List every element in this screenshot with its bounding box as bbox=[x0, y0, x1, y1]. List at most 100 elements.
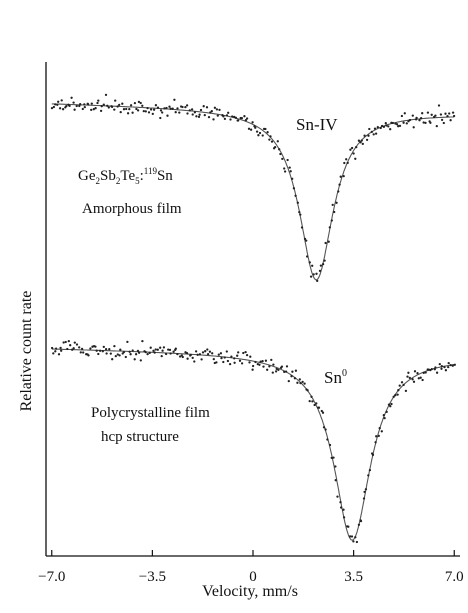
data-point bbox=[109, 352, 112, 355]
sn0-base: Sn bbox=[324, 368, 342, 387]
data-point bbox=[116, 353, 119, 356]
data-point bbox=[400, 114, 404, 118]
data-point bbox=[395, 123, 399, 126]
data-point bbox=[119, 348, 122, 351]
data-point bbox=[387, 403, 391, 406]
data-point bbox=[298, 378, 301, 381]
data-point bbox=[288, 166, 291, 169]
data-point bbox=[271, 371, 274, 374]
data-point bbox=[144, 350, 147, 354]
data-point bbox=[444, 112, 447, 115]
data-point bbox=[403, 112, 406, 115]
x-tick-label: 3.5 bbox=[344, 569, 363, 585]
data-point bbox=[122, 108, 126, 111]
data-point bbox=[336, 495, 339, 498]
data-point bbox=[101, 350, 104, 353]
data-point bbox=[422, 121, 425, 124]
data-point bbox=[105, 352, 108, 355]
data-point bbox=[234, 116, 238, 119]
data-point bbox=[168, 105, 171, 108]
data-point bbox=[121, 102, 124, 105]
data-point bbox=[319, 264, 323, 267]
data-point bbox=[444, 369, 448, 372]
data-point bbox=[413, 370, 417, 373]
data-point bbox=[161, 111, 164, 114]
data-point bbox=[225, 350, 228, 353]
data-point bbox=[166, 114, 169, 117]
data-point bbox=[160, 354, 163, 358]
data-point bbox=[119, 110, 122, 114]
data-point bbox=[311, 264, 314, 267]
data-point bbox=[357, 523, 361, 526]
data-point bbox=[407, 371, 410, 374]
data-point bbox=[94, 345, 97, 348]
data-point bbox=[342, 174, 345, 178]
data-point bbox=[429, 121, 432, 124]
data-point bbox=[412, 126, 415, 129]
data-point bbox=[296, 381, 299, 384]
data-point bbox=[211, 352, 214, 355]
data-point bbox=[70, 96, 73, 99]
x-tick-label: 7.0 bbox=[445, 569, 464, 585]
data-point bbox=[129, 353, 132, 356]
data-point bbox=[154, 348, 157, 351]
data-point bbox=[114, 99, 117, 102]
data-point bbox=[230, 355, 233, 358]
data-point bbox=[50, 106, 54, 110]
data-point bbox=[347, 525, 350, 528]
data-point bbox=[72, 347, 75, 350]
data-point bbox=[87, 354, 90, 357]
data-point bbox=[242, 351, 245, 355]
data-point bbox=[249, 128, 253, 131]
x-tick-label: −3.5 bbox=[139, 569, 166, 585]
data-point bbox=[287, 379, 290, 383]
data-point bbox=[365, 138, 369, 142]
data-point bbox=[439, 113, 443, 116]
data-point bbox=[57, 353, 61, 356]
data-point bbox=[217, 353, 220, 356]
data-point bbox=[199, 108, 203, 112]
data-point bbox=[422, 371, 425, 375]
data-point bbox=[164, 352, 168, 356]
data-point bbox=[385, 410, 388, 414]
data-point bbox=[389, 405, 392, 408]
data-point bbox=[320, 409, 323, 413]
data-point bbox=[359, 519, 363, 523]
data-point bbox=[402, 383, 405, 387]
data-point bbox=[237, 119, 240, 122]
data-point bbox=[370, 130, 373, 134]
data-point bbox=[176, 107, 179, 110]
data-point bbox=[350, 535, 354, 538]
data-point bbox=[283, 370, 286, 374]
data-point bbox=[149, 108, 153, 111]
x-tick-label: 0 bbox=[249, 569, 257, 585]
data-point bbox=[264, 127, 267, 131]
data-point bbox=[426, 111, 430, 114]
data-point bbox=[227, 111, 230, 114]
data-point bbox=[238, 359, 242, 362]
data-point bbox=[141, 339, 144, 343]
data-point bbox=[156, 106, 160, 109]
data-point bbox=[220, 356, 223, 360]
data-point bbox=[292, 187, 296, 190]
data-point bbox=[171, 107, 174, 110]
data-point bbox=[383, 416, 386, 420]
data-point bbox=[375, 435, 378, 438]
data-point bbox=[397, 125, 400, 128]
data-point bbox=[305, 239, 308, 242]
data-point bbox=[268, 365, 271, 368]
data-point bbox=[251, 121, 254, 124]
data-point bbox=[240, 362, 244, 365]
data-point bbox=[60, 349, 63, 352]
data-point bbox=[398, 384, 401, 387]
data-point bbox=[61, 108, 65, 111]
data-point bbox=[359, 141, 362, 144]
data-point bbox=[137, 351, 141, 354]
data-point bbox=[80, 347, 84, 351]
data-point bbox=[258, 363, 261, 366]
data-point bbox=[156, 348, 159, 351]
data-point bbox=[129, 104, 133, 107]
x-axis-label: Velocity, mm/s bbox=[202, 583, 298, 600]
data-point bbox=[97, 352, 100, 356]
data-point bbox=[286, 158, 289, 162]
